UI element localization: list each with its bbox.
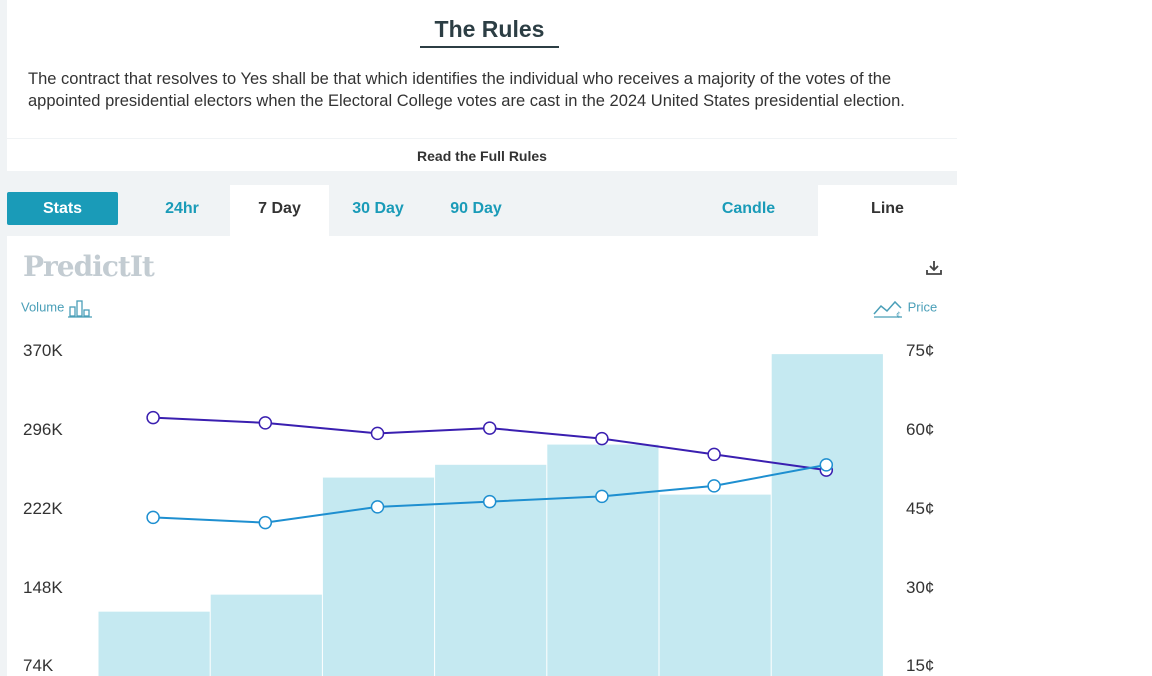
tab-line[interactable]: Line: [818, 185, 957, 236]
read-full-rules-bar: Read the Full Rules: [7, 138, 957, 171]
price-legend: ¢ Price: [872, 298, 938, 319]
price-point[interactable]: [707, 447, 721, 462]
left-axis-tick: 148K: [23, 578, 63, 597]
rules-title: The Rules: [420, 16, 559, 48]
price-point[interactable]: [595, 489, 609, 504]
price-point[interactable]: [707, 479, 721, 493]
read-full-rules-link[interactable]: Read the Full Rules: [417, 148, 547, 164]
tab-30-day[interactable]: 30 Day: [352, 200, 404, 217]
price-point[interactable]: [258, 416, 273, 430]
price-point[interactable]: [258, 515, 273, 530]
volume-bar: [210, 594, 322, 676]
tab-candle[interactable]: Candle: [721, 200, 776, 217]
price-point[interactable]: [146, 510, 160, 525]
right-axis-tick: 15¢: [906, 656, 935, 675]
divider-band: [7, 171, 957, 185]
tab-7-day[interactable]: 7 Day: [230, 185, 329, 236]
svg-text:¢: ¢: [896, 310, 901, 318]
price-point[interactable]: [595, 431, 609, 446]
volume-legend-label: Volume: [21, 299, 65, 315]
price-point[interactable]: [819, 458, 834, 472]
price-point[interactable]: [146, 410, 160, 425]
tab-90-day[interactable]: 90 Day: [450, 200, 502, 217]
left-strip: [0, 0, 7, 676]
bar-chart-icon: [68, 300, 92, 318]
rules-panel: The Rules The contract that resolves to …: [7, 0, 957, 135]
tab-24hr[interactable]: 24hr: [165, 200, 199, 217]
volume-bar: [547, 444, 659, 676]
rules-text: The contract that resolves to Yes shall …: [28, 70, 905, 110]
download-icon[interactable]: [924, 258, 944, 278]
right-axis-tick: 30¢: [906, 578, 935, 597]
right-axis-tick: 60¢: [906, 420, 935, 439]
left-axis-tick: 370K: [23, 341, 63, 360]
price-point[interactable]: [482, 494, 497, 509]
left-axis-tick: 74K: [23, 656, 54, 675]
line-chart-icon: ¢: [873, 300, 902, 319]
price-point[interactable]: [482, 421, 497, 435]
volume-bar: [771, 354, 883, 676]
left-axis-tick: 296K: [23, 420, 63, 439]
right-axis-tick: 45¢: [906, 499, 935, 518]
chart-tabbar: Stats 24hr 7 Day 30 Day 90 Day Candle Li…: [7, 185, 957, 236]
volume-bar: [98, 611, 210, 676]
predictit-logo: PredictIt: [23, 250, 155, 283]
volume-bar: [659, 494, 771, 676]
volume-legend: Volume: [21, 298, 96, 318]
price-legend-label: Price: [907, 299, 938, 315]
price-point[interactable]: [370, 500, 385, 514]
tab-stats[interactable]: Stats: [7, 192, 118, 225]
left-axis-tick: 222K: [23, 499, 63, 518]
right-axis-tick: 75¢: [906, 341, 935, 360]
price-point[interactable]: [370, 426, 385, 441]
